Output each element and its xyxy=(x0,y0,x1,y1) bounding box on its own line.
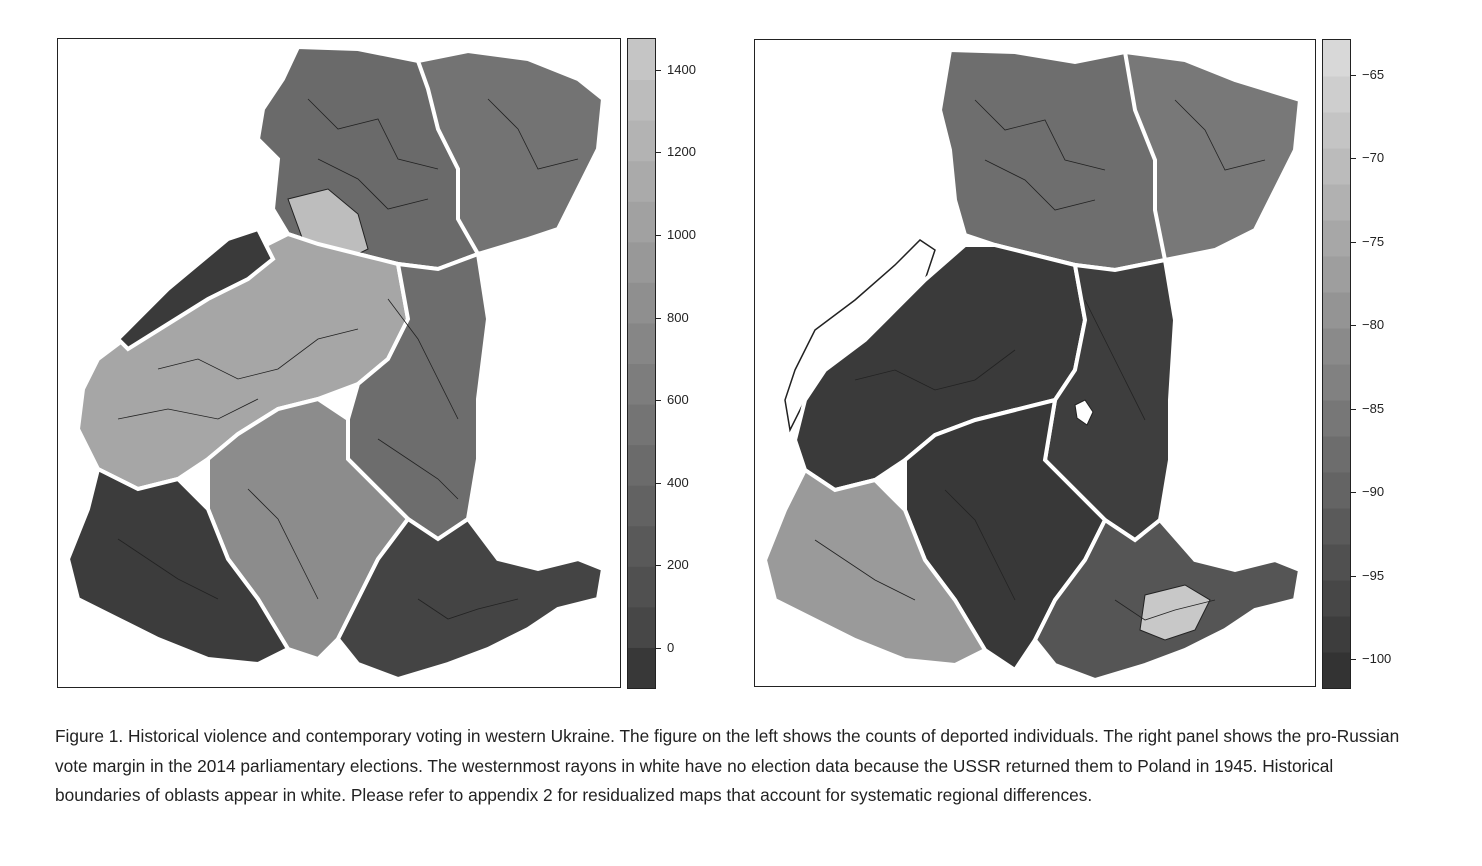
left-choropleth-map xyxy=(65,44,606,682)
right-tick-label: −65 xyxy=(1362,67,1385,82)
right-tick-mark xyxy=(1350,75,1356,76)
left-tick-label: 1400 xyxy=(667,62,696,77)
right-tick-mark xyxy=(1350,492,1356,493)
left-tick-label: 200 xyxy=(667,557,689,572)
colorbar-step xyxy=(1323,184,1350,221)
colorbar-step xyxy=(1323,472,1350,509)
colorbar-step xyxy=(628,79,655,121)
region-southwest-light xyxy=(762,467,988,668)
right-tick-mark xyxy=(1350,242,1356,243)
colorbar-step xyxy=(628,39,655,81)
colorbar-step xyxy=(1323,544,1350,581)
right-tick-label: −80 xyxy=(1362,317,1385,332)
left-tick-label: 400 xyxy=(667,475,689,490)
right-colorbar xyxy=(1322,39,1351,689)
colorbar-step xyxy=(1323,364,1350,401)
left-tick-mark xyxy=(655,648,661,649)
right-map-panel xyxy=(754,39,1316,687)
colorbar-step xyxy=(628,525,655,567)
right-tick-mark xyxy=(1350,409,1356,410)
colorbar-step xyxy=(628,201,655,243)
colorbar-step xyxy=(628,282,655,324)
colorbar-step xyxy=(1323,400,1350,437)
colorbar-step xyxy=(1323,148,1350,185)
region-southeast-light xyxy=(1139,584,1211,641)
colorbar-step xyxy=(628,241,655,283)
left-tick-label: 1000 xyxy=(667,227,696,242)
colorbar-step xyxy=(1323,76,1350,113)
left-tick-mark xyxy=(655,70,661,71)
rayon-boundaries xyxy=(814,99,1266,621)
left-map-panel xyxy=(57,38,621,688)
colorbar-step xyxy=(1323,220,1350,257)
right-tick-mark xyxy=(1350,659,1356,660)
colorbar-step xyxy=(1323,436,1350,473)
left-tick-mark xyxy=(655,235,661,236)
colorbar-step xyxy=(628,444,655,486)
colorbar-step xyxy=(628,647,655,688)
right-choropleth-map xyxy=(762,47,1303,683)
right-tick-label: −75 xyxy=(1362,234,1385,249)
region-southeast-dark xyxy=(335,516,606,682)
region-southwest-dark xyxy=(65,466,291,667)
region-northeast xyxy=(415,48,606,257)
left-tick-mark xyxy=(655,400,661,401)
left-tick-mark xyxy=(655,318,661,319)
left-colorbar-gradient xyxy=(628,39,655,688)
right-colorbar-gradient xyxy=(1323,40,1350,688)
colorbar-step xyxy=(1323,652,1350,688)
colorbar-step xyxy=(628,322,655,364)
colorbar-step xyxy=(1323,580,1350,617)
colorbar-step xyxy=(1323,328,1350,365)
rayon-boundaries xyxy=(117,98,579,620)
right-tick-label: −95 xyxy=(1362,568,1385,583)
right-tick-mark xyxy=(1350,325,1356,326)
colorbar-step xyxy=(628,404,655,446)
figure-caption: Figure 1. Historical violence and contem… xyxy=(55,726,1400,805)
colorbar-step xyxy=(1323,256,1350,293)
colorbar-step xyxy=(1323,292,1350,329)
left-tick-mark xyxy=(655,152,661,153)
left-tick-label: 0 xyxy=(667,640,675,655)
colorbar-step xyxy=(628,566,655,608)
left-tick-label: 800 xyxy=(667,310,689,325)
left-colorbar xyxy=(627,38,656,689)
left-tick-mark xyxy=(655,565,661,566)
right-tick-label: −85 xyxy=(1362,401,1385,416)
right-tick-label: −70 xyxy=(1362,150,1385,165)
colorbar-step xyxy=(628,363,655,405)
region-northeast xyxy=(1122,49,1303,263)
right-tick-label: −90 xyxy=(1362,484,1385,499)
region-white-rayon xyxy=(1074,399,1094,426)
left-tick-mark xyxy=(655,483,661,484)
colorbar-step xyxy=(628,120,655,162)
colorbar-step xyxy=(1323,112,1350,149)
region-northwest-dark xyxy=(115,226,276,352)
right-tick-label: −100 xyxy=(1362,651,1392,666)
left-tick-label: 600 xyxy=(667,392,689,407)
colorbar-step xyxy=(1323,40,1350,77)
right-tick-mark xyxy=(1350,158,1356,159)
colorbar-step xyxy=(628,606,655,648)
left-tick-label: 1200 xyxy=(667,144,696,159)
colorbar-step xyxy=(1323,616,1350,653)
colorbar-step xyxy=(628,160,655,202)
colorbar-step xyxy=(1323,508,1350,545)
right-tick-mark xyxy=(1350,576,1356,577)
colorbar-step xyxy=(628,485,655,527)
